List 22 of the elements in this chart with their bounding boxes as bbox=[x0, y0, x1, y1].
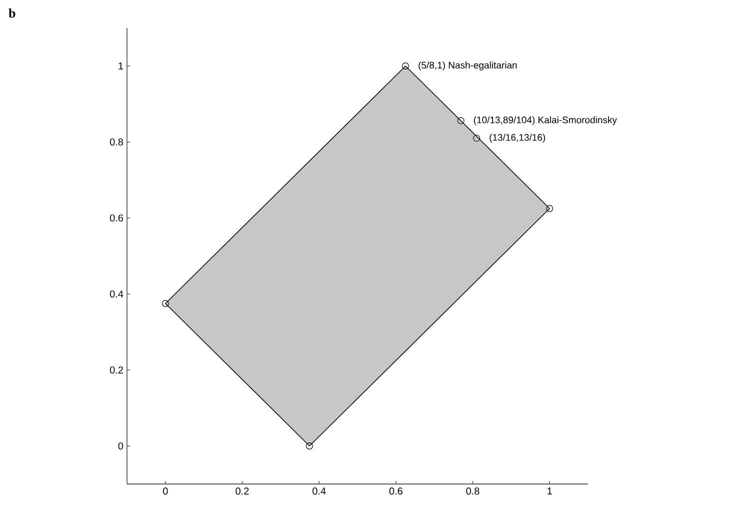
y-tick-label: 0 bbox=[118, 442, 124, 450]
point bbox=[162, 300, 169, 307]
y-tick-label: 0.4 bbox=[110, 290, 124, 298]
x-tick-label: 1 bbox=[548, 488, 552, 494]
point bbox=[546, 205, 554, 212]
point bbox=[402, 62, 410, 70]
annotation: (10/13,89/104) Kalai-Smorodinsky bbox=[474, 116, 617, 126]
x-tick-label: 0.2 bbox=[236, 488, 249, 495]
y-tick-label: 0.2 bbox=[110, 366, 123, 374]
x-tick-label: 0.8 bbox=[466, 488, 480, 495]
x-tick-label: 0 bbox=[163, 488, 168, 495]
text: b bbox=[8, 8, 16, 18]
y-tick-label: 0.6 bbox=[110, 214, 124, 222]
point bbox=[457, 117, 464, 124]
y-tick-label: 1 bbox=[118, 62, 123, 70]
y-tick-label: 0.8 bbox=[110, 138, 124, 146]
point bbox=[306, 442, 313, 450]
annotation: (5/8,1) Nash-egalitarian bbox=[418, 62, 517, 70]
annotation: (13/16,13/16) bbox=[490, 134, 546, 143]
point bbox=[473, 134, 480, 142]
x-tick-label: 0.4 bbox=[312, 488, 326, 495]
x-tick-label: 0.6 bbox=[389, 488, 402, 495]
